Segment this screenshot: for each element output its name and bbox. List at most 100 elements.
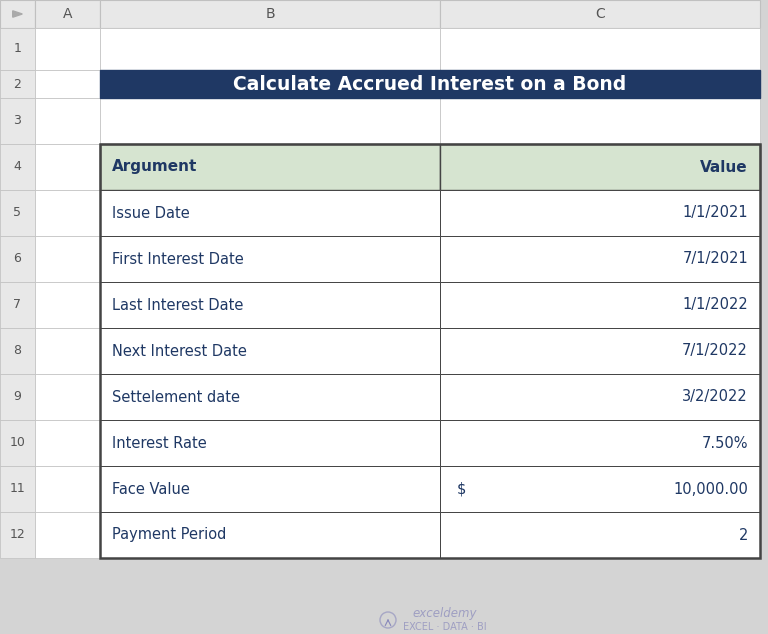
Bar [440,236,760,282]
Bar [100,236,440,282]
Bar [35,98,100,144]
Bar [100,466,440,512]
Text: 1/1/2022: 1/1/2022 [682,297,748,313]
Text: 2: 2 [739,527,748,543]
Bar [35,144,100,190]
Text: 7/1/2022: 7/1/2022 [682,344,748,358]
Bar [0,0,35,28]
Bar [100,420,440,466]
Text: 12: 12 [10,529,25,541]
Bar [0,512,35,558]
Bar [100,190,440,236]
Polygon shape [13,11,22,17]
Bar [440,512,760,558]
Bar [440,70,760,98]
Bar [35,0,100,28]
Text: Last Interest Date: Last Interest Date [112,297,243,313]
Bar [100,144,440,190]
Text: Payment Period: Payment Period [112,527,227,543]
Text: B: B [265,7,275,21]
Bar [440,374,760,420]
Bar [440,420,760,466]
Text: 8: 8 [14,344,22,358]
Text: Argument: Argument [112,160,197,174]
Bar [440,282,760,328]
Text: 9: 9 [14,391,22,403]
Bar [100,70,760,98]
Bar [440,144,760,190]
Bar [440,374,760,420]
Bar [35,420,100,466]
Bar [440,144,760,190]
Text: Value: Value [700,160,748,174]
Bar [440,466,760,512]
Text: 1: 1 [14,42,22,56]
Bar [100,0,440,28]
Bar [0,190,35,236]
Bar [0,236,35,282]
Text: 7/1/2021: 7/1/2021 [682,252,748,266]
Bar [100,282,440,328]
Bar [35,28,100,70]
Bar [440,328,760,374]
Text: 2: 2 [14,77,22,91]
Bar [0,98,35,144]
Bar [100,144,760,558]
Bar [440,512,760,558]
Text: Settelement date: Settelement date [112,389,240,404]
Text: $: $ [457,481,466,496]
Text: Face Value: Face Value [112,481,190,496]
Bar [440,98,760,144]
Bar [440,328,760,374]
Bar [35,512,100,558]
Bar [100,236,440,282]
Bar [0,28,35,70]
Text: C: C [595,7,605,21]
Text: A: A [63,7,72,21]
Text: Issue Date: Issue Date [112,205,190,221]
Text: 10: 10 [9,436,25,450]
Text: First Interest Date: First Interest Date [112,252,243,266]
Text: 11: 11 [10,482,25,496]
Bar [100,512,440,558]
Text: 3/2/2022: 3/2/2022 [682,389,748,404]
Bar [35,328,100,374]
Text: 7: 7 [14,299,22,311]
Bar [0,144,35,190]
Bar [100,512,440,558]
Text: 4: 4 [14,160,22,174]
Bar [100,190,440,236]
Bar [35,466,100,512]
Bar [100,420,440,466]
Bar [100,98,440,144]
Text: Interest Rate: Interest Rate [112,436,207,451]
Bar [100,28,440,70]
Bar [0,466,35,512]
Bar [440,28,760,70]
Bar [100,328,440,374]
Bar [440,190,760,236]
Bar [440,236,760,282]
Bar [440,420,760,466]
Bar [0,70,35,98]
Bar [0,282,35,328]
Text: exceldemy: exceldemy [412,607,477,621]
Text: 5: 5 [14,207,22,219]
Bar [35,190,100,236]
Text: Next Interest Date: Next Interest Date [112,344,247,358]
Text: Calculate Accrued Interest on a Bond: Calculate Accrued Interest on a Bond [233,75,627,93]
Bar [35,236,100,282]
Bar [0,374,35,420]
Text: 7.50%: 7.50% [701,436,748,451]
Bar [100,282,440,328]
Bar [0,328,35,374]
Bar [440,190,760,236]
Bar [100,466,440,512]
Bar [35,282,100,328]
Text: 10,000.00: 10,000.00 [673,481,748,496]
Bar [100,374,440,420]
Bar [440,0,760,28]
Bar [100,70,440,98]
Bar [100,144,440,190]
Bar [35,374,100,420]
